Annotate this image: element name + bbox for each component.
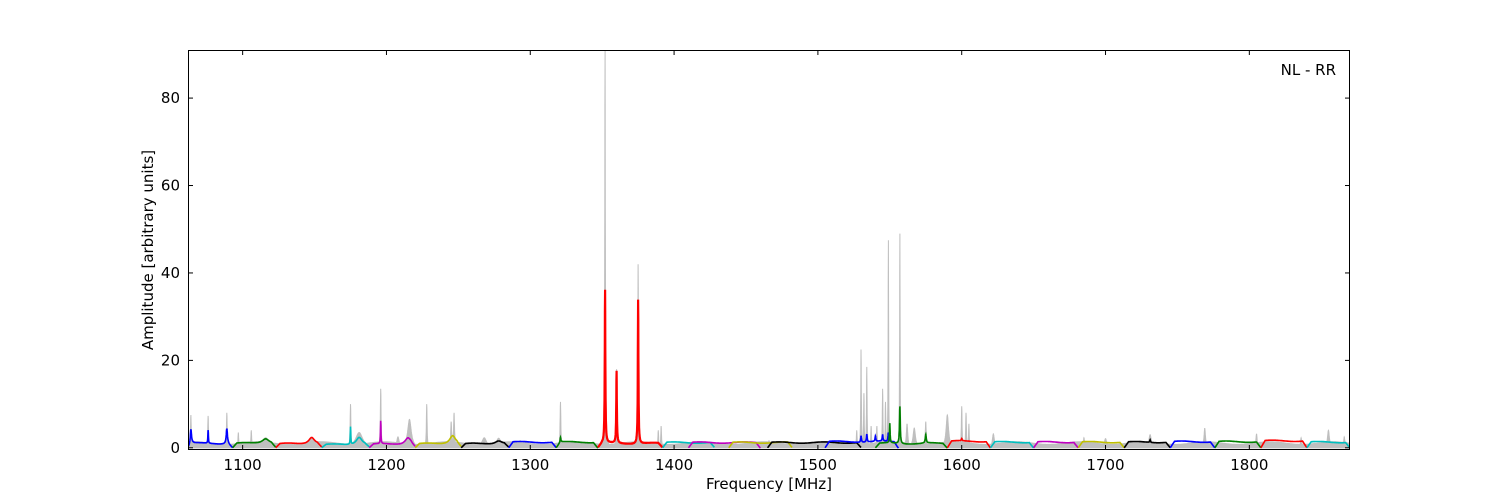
series-segment-5 — [414, 434, 462, 449]
series-segment-3 — [321, 426, 370, 449]
plot-frame — [188, 50, 1350, 450]
x-tick-label: 1200 — [367, 456, 405, 474]
series-segment-18 — [1033, 440, 1079, 449]
x-tick-label: 1100 — [224, 456, 262, 474]
x-tick-label: 1500 — [799, 456, 837, 474]
y-axis-label: Amplitude [arbitrary units] — [139, 150, 157, 350]
y-tick-label: 20 — [161, 351, 180, 369]
series-segment-1 — [232, 437, 277, 449]
series-segment-0 — [188, 428, 234, 449]
series-segment-19 — [1077, 440, 1125, 449]
x-tick-label: 1800 — [1230, 456, 1268, 474]
y-tick-label: 40 — [161, 264, 180, 282]
y-tick-label: 0 — [170, 439, 180, 457]
series-segment-15 — [874, 406, 949, 449]
series-segment-7 — [507, 440, 557, 449]
series-segment-21 — [1169, 440, 1216, 449]
y-tick-label: 80 — [161, 89, 180, 107]
series-segment-6 — [460, 440, 510, 449]
series-segment-22 — [1214, 440, 1262, 449]
background-spectrum — [188, 50, 1350, 449]
series-segment-14 — [824, 432, 900, 449]
y-tick-label: 60 — [161, 177, 180, 195]
series-segment-23 — [1260, 439, 1308, 449]
series-segment-2 — [275, 436, 323, 449]
x-tick-label: 1400 — [655, 456, 693, 474]
x-tick-label: 1600 — [943, 456, 981, 474]
x-tick-label: 1300 — [511, 456, 549, 474]
series-segment-17 — [989, 440, 1035, 449]
series-segment-8 — [555, 434, 599, 449]
annotation-label: NL - RR — [1281, 61, 1336, 79]
series-segment-4 — [368, 420, 416, 449]
series-segment-16 — [946, 437, 992, 449]
x-tick-label: 1700 — [1086, 456, 1124, 474]
series-segment-9 — [596, 289, 664, 449]
series-segment-20 — [1123, 437, 1171, 449]
series-segment-13 — [766, 441, 862, 449]
series-segment-24 — [1306, 440, 1350, 449]
x-axis-label: Frequency [MHz] — [706, 475, 832, 493]
